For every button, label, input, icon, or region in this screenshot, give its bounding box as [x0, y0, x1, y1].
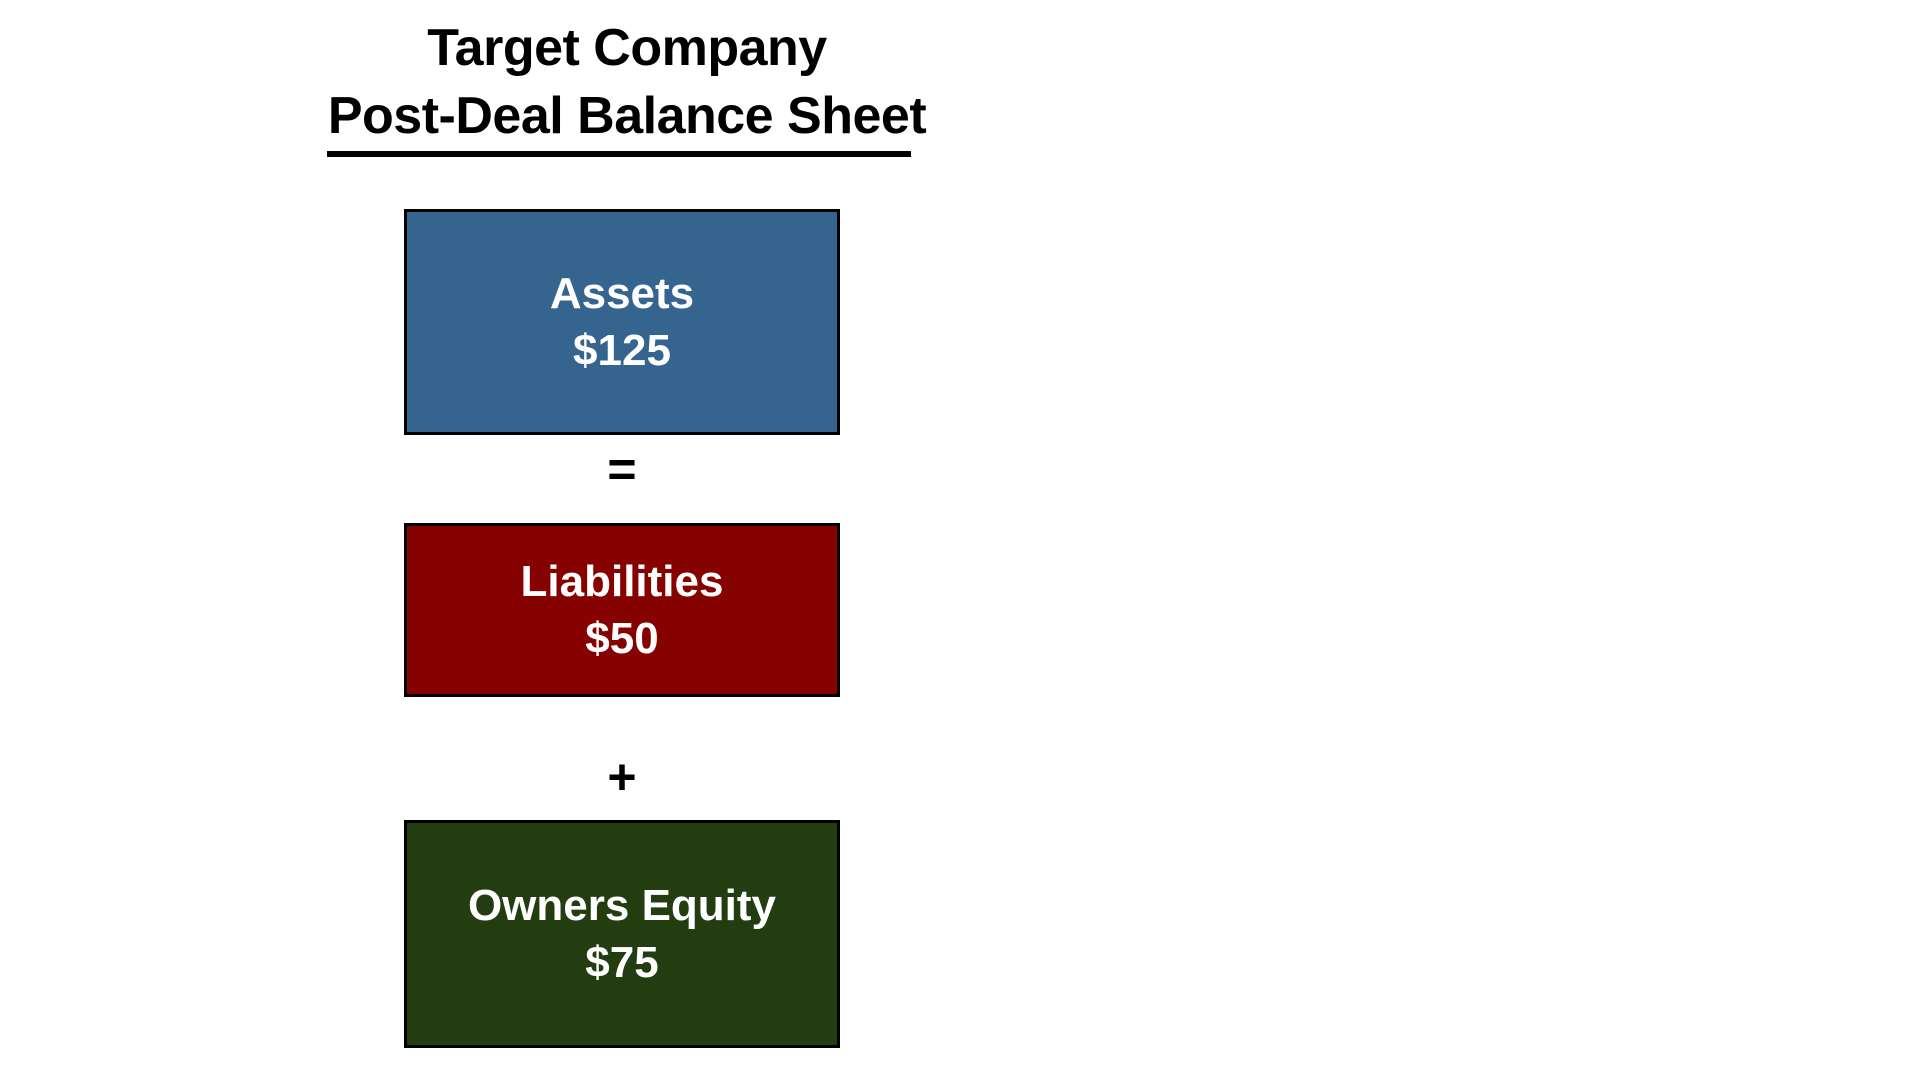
owners-equity-value: $75	[585, 938, 659, 987]
assets-label: Assets	[549, 269, 695, 318]
owners-equity-box: Owners Equity $75	[404, 820, 840, 1048]
liabilities-value: $50	[585, 614, 659, 663]
assets-box: Assets $125	[404, 209, 840, 435]
plus-operator: +	[607, 749, 637, 805]
owners-equity-label: Owners Equity	[467, 881, 777, 930]
slide-title: Target Company Post-Deal Balance Sheet	[127, 14, 1127, 150]
assets-value: $125	[573, 326, 671, 375]
title-line-1: Target Company	[427, 19, 827, 77]
title-underline	[327, 151, 911, 157]
title-line-2: Post-Deal Balance Sheet	[327, 87, 927, 145]
liabilities-label: Liabilities	[520, 557, 724, 606]
equals-operator: =	[607, 441, 637, 497]
liabilities-box: Liabilities $50	[404, 523, 840, 697]
